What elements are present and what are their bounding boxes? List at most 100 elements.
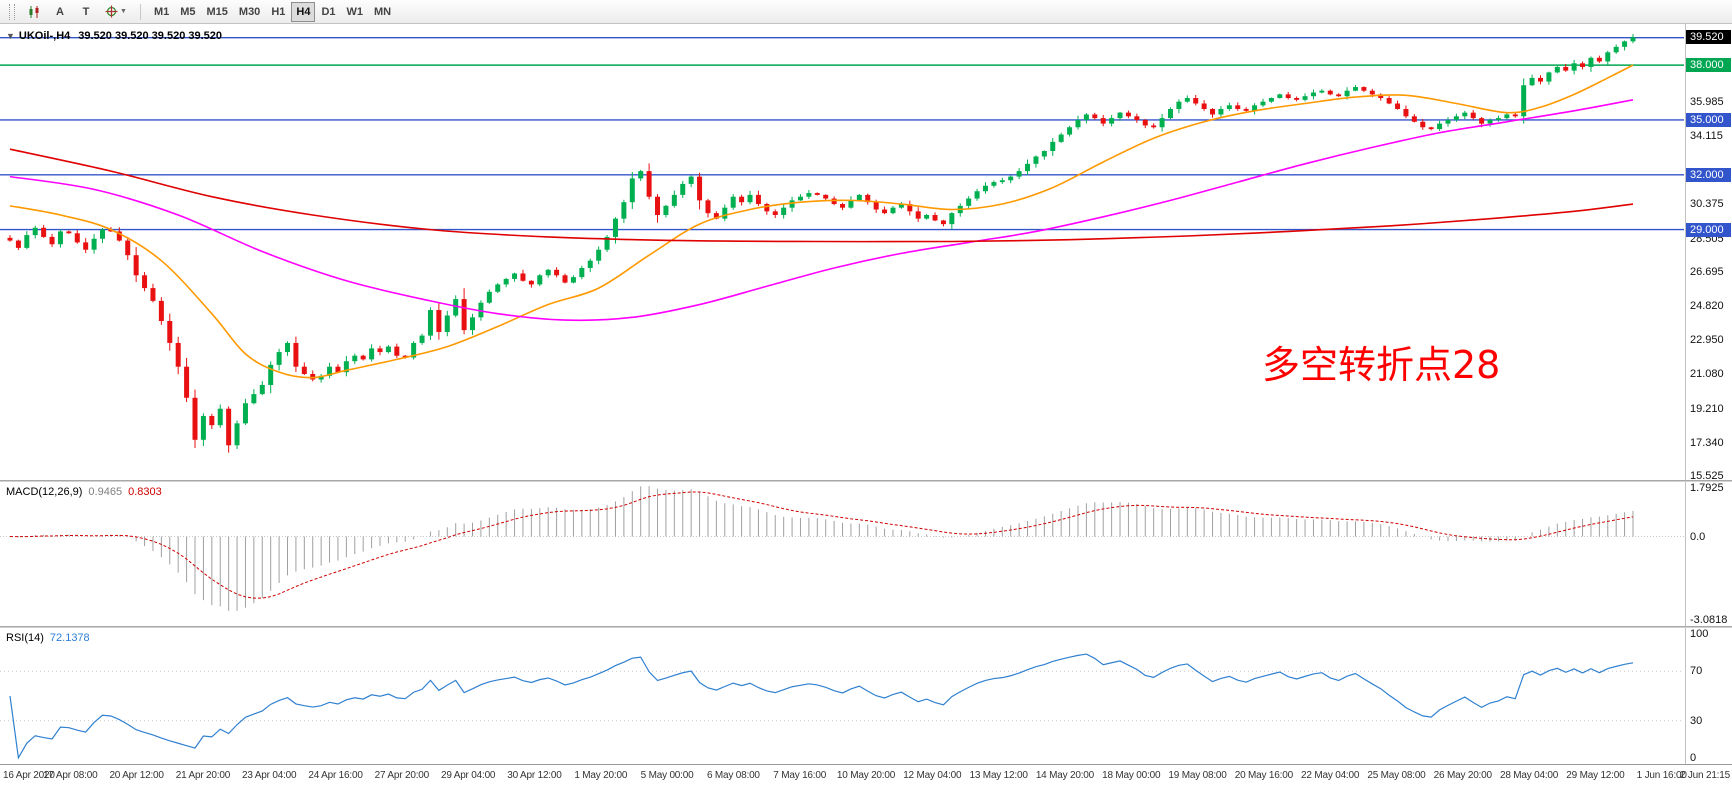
candle bbox=[369, 348, 375, 360]
pane-splitter[interactable] bbox=[0, 626, 1732, 628]
candle bbox=[1622, 41, 1628, 47]
time-label: 12 May 04:00 bbox=[903, 770, 962, 781]
chevron-down-icon: ▼ bbox=[120, 8, 127, 15]
candle bbox=[234, 423, 240, 446]
candle bbox=[1210, 108, 1216, 115]
candle bbox=[1268, 98, 1274, 102]
timeframe-m15[interactable]: M15 bbox=[202, 2, 233, 22]
macd-plot[interactable] bbox=[0, 482, 1684, 626]
candle bbox=[209, 416, 215, 426]
candle bbox=[1605, 52, 1611, 62]
candle bbox=[343, 361, 349, 373]
candle bbox=[655, 196, 661, 215]
candle bbox=[1504, 114, 1510, 119]
candle bbox=[1201, 103, 1207, 109]
candle bbox=[722, 207, 728, 219]
time-label: 22 May 04:00 bbox=[1301, 770, 1360, 781]
price-tag: 32.000 bbox=[1686, 167, 1731, 182]
candle bbox=[1420, 121, 1426, 128]
time-label: 1 May 20:00 bbox=[574, 770, 628, 781]
candle bbox=[192, 397, 198, 440]
candle bbox=[327, 366, 333, 376]
candle bbox=[49, 236, 55, 245]
candle bbox=[781, 207, 787, 215]
text-tool-button[interactable]: T bbox=[74, 2, 98, 22]
time-label: 16 Apr 2020 bbox=[3, 770, 55, 781]
chart-type-button[interactable] bbox=[22, 2, 46, 22]
candle bbox=[318, 375, 324, 380]
candle bbox=[570, 277, 576, 283]
timeframe-h4[interactable]: H4 bbox=[291, 1, 316, 22]
candle bbox=[167, 320, 173, 343]
candle bbox=[133, 255, 139, 276]
time-label: 14 May 20:00 bbox=[1035, 770, 1095, 781]
price-tick: 35.985 bbox=[1690, 95, 1724, 108]
timeframe-m30[interactable]: M30 bbox=[234, 2, 265, 22]
main-chart-pane: ▼ UKOil-,H4 39.520 39.520 39.520 39.520 多空… bbox=[0, 24, 1732, 480]
price-tick: 17.340 bbox=[1690, 436, 1724, 449]
candle bbox=[385, 346, 391, 353]
macd-signal-value: 0.8303 bbox=[128, 486, 162, 498]
candle bbox=[1378, 94, 1384, 99]
candle bbox=[697, 176, 703, 201]
candle bbox=[1428, 127, 1434, 130]
candle bbox=[1058, 134, 1064, 142]
candle bbox=[142, 275, 148, 289]
candle bbox=[285, 342, 291, 353]
candle bbox=[882, 209, 888, 214]
candle bbox=[184, 366, 190, 398]
time-label: 18 May 00:00 bbox=[1102, 770, 1161, 781]
timeframe-w1[interactable]: W1 bbox=[342, 2, 369, 22]
rsi-plot[interactable] bbox=[0, 628, 1684, 764]
candle bbox=[982, 185, 988, 192]
candle bbox=[1554, 66, 1560, 73]
rsi-scale[interactable]: 100 70 30 0 bbox=[1685, 628, 1732, 764]
time-label: 17 Apr 08:00 bbox=[43, 770, 98, 781]
candle bbox=[15, 240, 21, 248]
candle bbox=[949, 213, 955, 225]
candle bbox=[66, 231, 72, 234]
rsi-line bbox=[9, 653, 1634, 760]
crosshair-tool-button[interactable]: ▼ bbox=[100, 2, 132, 22]
font-tool-button[interactable]: A bbox=[48, 2, 72, 22]
candle bbox=[1344, 90, 1350, 97]
candle bbox=[1176, 101, 1182, 109]
macd-tick: -3.0818 bbox=[1690, 614, 1728, 626]
candle bbox=[1462, 112, 1468, 117]
candle bbox=[32, 227, 38, 236]
candle bbox=[1310, 92, 1316, 97]
candle bbox=[1235, 105, 1241, 109]
candle bbox=[890, 207, 896, 214]
candle bbox=[932, 214, 938, 221]
candle bbox=[797, 196, 803, 201]
price-scale[interactable]: 35.985 34.115 30.375 28.505 26.695 24.820 22.9… bbox=[1685, 24, 1732, 480]
candle bbox=[1243, 108, 1249, 111]
candle bbox=[1033, 156, 1039, 164]
candle bbox=[713, 213, 719, 219]
timeframe-mn[interactable]: MN bbox=[369, 2, 396, 22]
candle bbox=[663, 205, 669, 215]
candle bbox=[100, 229, 106, 239]
candle bbox=[158, 300, 164, 321]
pane-splitter[interactable] bbox=[0, 480, 1732, 482]
candle bbox=[1487, 119, 1493, 124]
candle bbox=[1142, 119, 1148, 126]
candle bbox=[1386, 98, 1392, 104]
main-chart-plot[interactable] bbox=[0, 24, 1684, 480]
candle bbox=[1016, 171, 1022, 177]
candle bbox=[940, 220, 946, 225]
toolbar-grip[interactable] bbox=[9, 3, 15, 20]
one-click-collapse-icon[interactable]: ▼ bbox=[6, 31, 15, 41]
timeframe-d1[interactable]: D1 bbox=[316, 2, 340, 22]
candle bbox=[680, 183, 686, 195]
rsi-tick: 30 bbox=[1690, 714, 1703, 727]
time-label: 29 Apr 04:00 bbox=[440, 770, 496, 781]
timeframe-m5[interactable]: M5 bbox=[175, 2, 200, 22]
macd-scale[interactable]: 1.7925 0.0 -3.0818 bbox=[1685, 482, 1732, 626]
candle bbox=[747, 194, 753, 203]
candle bbox=[579, 267, 585, 278]
timeframe-h1[interactable]: H1 bbox=[266, 2, 290, 22]
time-axis[interactable]: 16 Apr 2020 17 Apr 08:00 20 Apr 12:00 21 Ap… bbox=[0, 764, 1732, 790]
timeframe-m1[interactable]: M1 bbox=[149, 2, 174, 22]
candle bbox=[1537, 77, 1543, 82]
